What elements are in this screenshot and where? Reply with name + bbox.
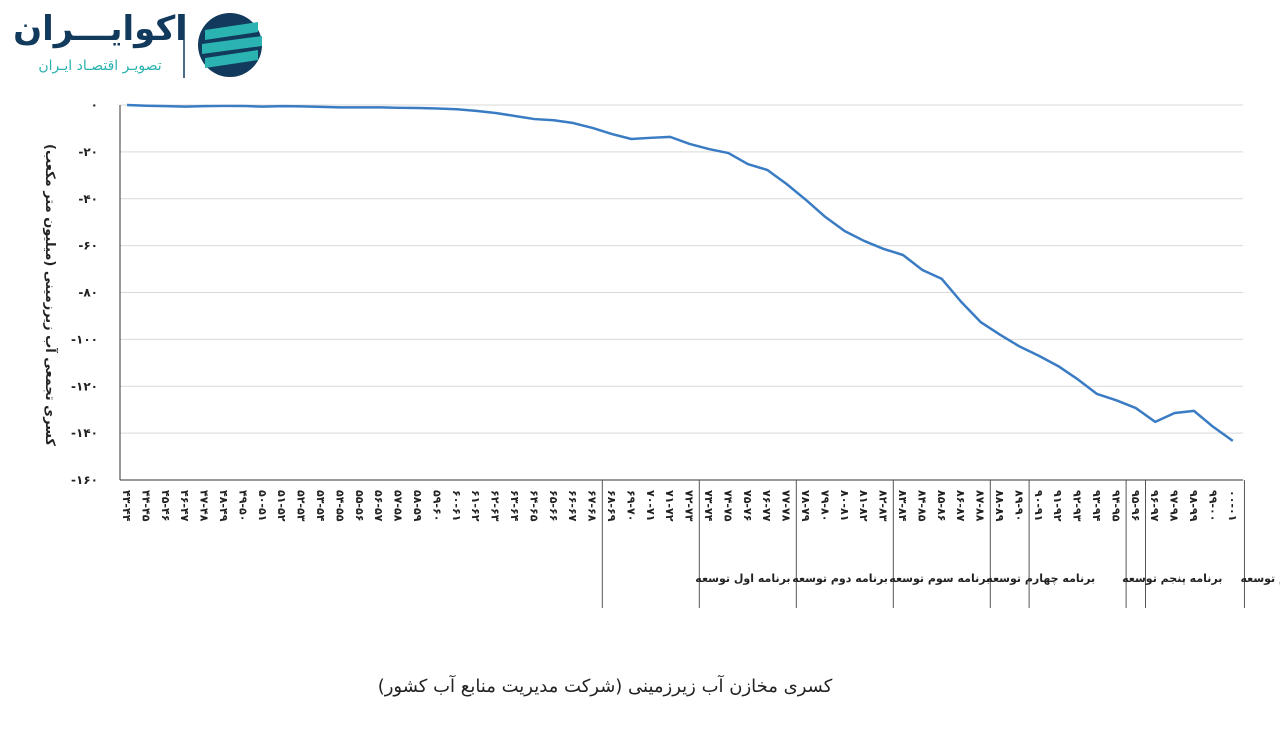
logo-title: اکوایـــران [13,9,187,49]
x-tick-label: ۴۹-۵۰ [236,490,249,521]
x-tick-label: ۷۶-۷۷ [760,490,773,522]
program-label: برنامه دوم توسعه [792,572,888,585]
x-tick-label: ۴۸-۴۹ [217,490,230,522]
x-tick-label: ۷۲-۷۳ [683,490,696,522]
x-tick-label: ۵۲-۵۳ [295,490,308,522]
caption: کسری مخازن آب زیرزمینی (شرکت مدیریت مناب… [378,674,833,697]
x-tick-label: ۹۹-۰۰ [1206,490,1219,521]
x-tick-label: ۵۷-۵۸ [392,490,405,522]
x-tick-label: ۹۴-۹۵ [1109,490,1122,522]
x-tick-label: ۷۵-۷۶ [741,490,754,521]
x-tick-label: ۷۷-۷۸ [780,490,793,522]
x-tick-label: ۵۹-۶۰ [430,490,443,521]
x-tick-label: ۸۷-۸۸ [974,490,987,522]
y-tick-label: -۴۰ [78,192,98,206]
x-tick-label: ۴۳-۴۴ [120,490,133,522]
x-tick-label: ۹۰-۹۱ [1032,490,1045,521]
y-tick-label: -۱۴۰ [71,426,98,440]
x-tick-label: ۹۶-۹۷ [1148,490,1161,522]
x-tick-label: ۵۴-۵۵ [333,490,346,522]
x-tick-label: ۶۴-۶۵ [527,490,540,522]
x-tick-label: ۹۵-۹۶ [1129,490,1142,521]
x-tick-label: ۹۱-۹۲ [1051,490,1064,522]
y-tick-label: -۱۲۰ [71,379,98,393]
x-tick-label: ۵۳-۵۴ [314,490,327,522]
x-tick-label: ۸۶-۸۷ [954,490,967,522]
x-tick-label: ۸۵-۸۶ [935,490,948,521]
x-tick-label: ۷۱-۷۲ [663,490,676,522]
x-tick-label: ۷۹-۸۰ [818,490,831,521]
x-tick-label: ۶۱-۶۲ [469,490,482,522]
x-tick-label: ۶۵-۶۶ [547,490,560,521]
program-label: برنامه سوم توسعه [889,572,990,585]
x-tick-label: ۷۸-۷۹ [799,490,812,522]
x-tick-label: ۶۸-۶۹ [605,490,618,522]
x-tick-label: ۶۶-۶۷ [566,490,579,522]
x-tick-label: ۷۴-۷۵ [721,490,734,522]
logo-icon [198,13,262,77]
x-tick-label: ۸۰-۸۱ [838,490,851,521]
x-tick-label: ۰۰-۰۱ [1226,490,1239,521]
y-tick-label: -۱۰۰ [71,332,98,346]
x-tick-label: ۸۹-۹۰ [1012,490,1025,521]
x-tick-label: ۷۰-۷۱ [644,490,657,521]
x-tick-label: ۸۴-۸۵ [915,490,928,522]
y-tick-label: ۰ [91,98,98,112]
x-tick-label: ۹۲-۹۳ [1071,490,1084,522]
x-tick-label: ۵۵-۵۶ [353,490,366,521]
y-tick-label: -۶۰ [78,239,98,253]
program-label: برنامه پنجم توسعه [1122,572,1222,585]
x-tick-label: ۸۳-۸۴ [896,490,909,522]
x-tick-label: ۵۱-۵۲ [275,490,288,522]
x-tick-label: ۸۸-۸۹ [993,490,1006,522]
x-tick-label: ۵۰-۵۱ [256,490,269,521]
x-tick-label: ۸۲-۸۳ [877,490,890,522]
x-tick-label: ۴۶-۴۷ [178,490,191,522]
program-label: برنامه اول توسعه [695,572,790,585]
logo-subtitle: تصویـر اقتصـاد ایـران [38,58,161,74]
y-tick-label: -۸۰ [78,286,98,300]
y-tick-label: -۲۰ [78,145,98,159]
x-tick-label: ۹۷-۹۸ [1168,490,1181,522]
line [126,103,1234,442]
x-tick-label: ۶۰-۶۱ [450,490,463,521]
y-tick-label: -۱۶۰ [71,473,98,487]
x-tick-label: ۹۸-۹۹ [1187,490,1200,522]
y-axis-title: کسری تجمعی آب زیرزمینی (میلیون متر مکعب) [42,144,59,446]
x-tick-label: ۵۸-۵۹ [411,490,424,522]
x-tick-label: ۴۴-۴۵ [139,490,152,522]
x-tick-label: ۶۲-۶۳ [489,490,502,522]
x-tick-label: ۹۳-۹۴ [1090,490,1103,522]
program-label: برنامه چهارم توسعه [986,572,1095,585]
x-tick-label: ۶۹-۷۰ [624,490,637,521]
x-tick-label: ۴۷-۴۸ [198,490,211,522]
x-tick-label: ۶۷-۶۸ [586,490,599,522]
x-tick-label: ۴۵-۴۶ [159,490,172,521]
x-tick-label: ۸۱-۸۲ [857,490,870,522]
x-tick-label: ۷۳-۷۴ [702,490,715,522]
x-tick-label: ۶۳-۶۴ [508,490,521,522]
x-tick-label: ۵۶-۵۷ [372,490,385,522]
program-label: برنامه ششم توسعه [1240,572,1280,585]
